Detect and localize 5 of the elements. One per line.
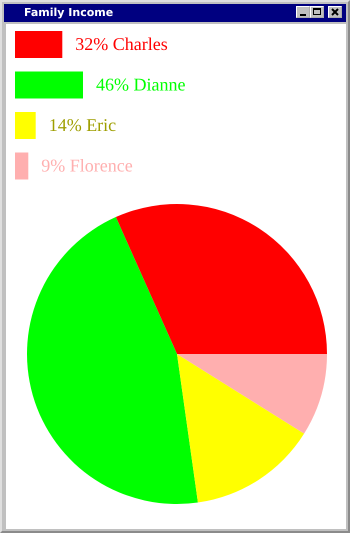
chart-title: Family Income <box>24 5 114 21</box>
legend-label: 32% Charles <box>75 34 168 54</box>
legend-label: 9% Florence <box>41 156 133 176</box>
legend-label: 14% Eric <box>48 115 116 135</box>
legend-label: 46% Dianne <box>96 74 186 94</box>
